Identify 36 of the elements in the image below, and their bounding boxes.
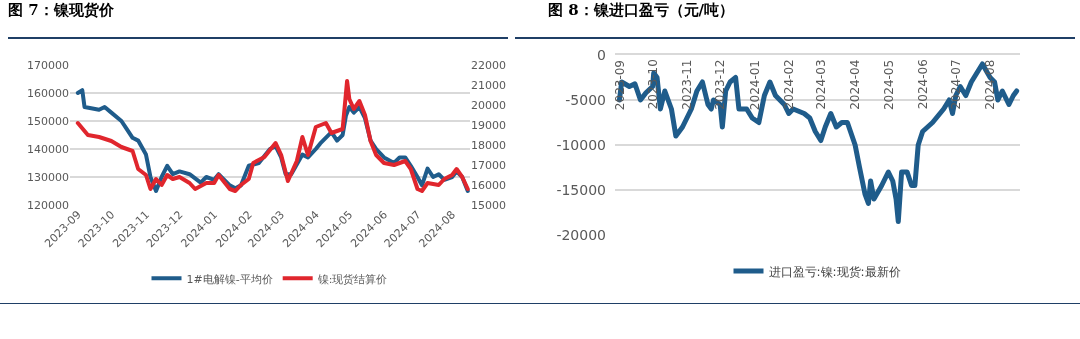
x-tick-label: 2024-02 [782,59,797,110]
y-tick-label: 170000 [27,58,69,72]
y-tick-label: -15000 [556,181,606,198]
x-tick-label: 2024-06 [915,59,930,110]
legend-label: 进口盈亏:镍:现货:最新价 [768,264,901,279]
y2-tick-label: 20000 [471,98,506,112]
chart-title: 图 7：镍现货价 [7,1,115,20]
y2-tick-label: 16000 [471,178,506,192]
x-tick-label: 2024-05 [881,59,896,111]
y-tick-label: 140000 [27,142,69,156]
y-tick-label: 130000 [27,170,69,184]
y-tick-label: -20000 [556,226,606,243]
y-tick-label: 150000 [27,114,69,128]
x-tick-label: 2024-01 [747,59,762,111]
x-tick-label: 2024-04 [848,59,863,110]
legend-label: 1#电解镍-平均价 [186,272,273,286]
y2-tick-label: 15000 [471,198,506,212]
y2-tick-label: 19000 [471,118,506,132]
y2-tick-label: 22000 [471,58,506,72]
x-tick-label: 2023-09 [612,59,627,111]
x-tick-label: 2024-03 [814,59,829,110]
y2-tick-label: 17000 [471,158,506,172]
chart-title: 图 8：镍进口盈亏（元/吨） [547,1,735,20]
y2-tick-label: 18000 [471,138,506,152]
legend-label: 镍:现货结算价 [316,272,388,286]
x-tick-label: 2024-08 [983,59,998,110]
y-tick-label: 0 [597,46,606,63]
x-tick-label: 2023-12 [713,59,728,110]
y2-tick-label: 21000 [471,78,506,92]
y-tick-label: 120000 [27,198,69,212]
y-tick-label: -10000 [556,136,606,153]
x-tick-label: 2023-10 [645,59,660,110]
y-tick-label: -5000 [565,91,606,108]
x-tick-label: 2023-11 [680,59,695,110]
y-tick-label: 160000 [27,86,69,100]
x-tick-label: 2024-07 [949,59,964,110]
